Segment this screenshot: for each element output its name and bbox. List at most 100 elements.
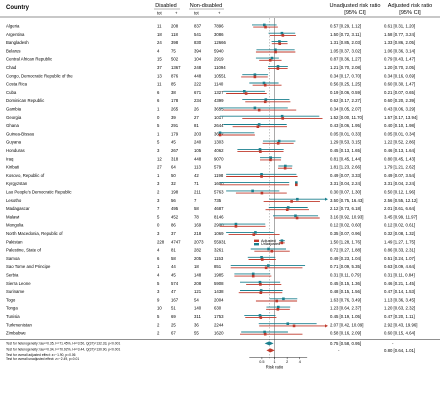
unadjusted-point <box>280 114 284 118</box>
row-disabled-plus: 398 <box>171 40 179 45</box>
row-disabled-plus: 38 <box>171 90 176 95</box>
row-non-disabled-tot: 55 <box>194 331 199 336</box>
row-disabled-tot: 0 <box>157 115 160 120</box>
row-adjusted-value: 2.01 [0.61, 6.64] <box>384 206 415 211</box>
row-disabled-plus: 86 <box>171 223 176 228</box>
row-non-disabled-plus: 5763 <box>214 190 224 195</box>
row-adjusted-value: 1.20 [0.63, 2.32] <box>384 306 415 311</box>
adjusted-point <box>268 59 272 62</box>
row-non-disabled-tot: 211 <box>194 190 201 195</box>
row-adjusted-value: 0.46 [0.21, 1.45] <box>384 281 415 286</box>
row-adjusted-value: 1.20 [0.70, 2.05] <box>384 65 415 70</box>
row-unadjusted-value: 0.19 [0.06, 0.59] <box>330 90 361 95</box>
row-non-disabled-plus: 2919 <box>214 57 224 62</box>
row-disabled-tot: 4 <box>157 273 160 278</box>
row-disabled-tot: 7 <box>157 206 160 211</box>
unadjusted-point <box>277 139 281 143</box>
unadjusted-point <box>278 40 281 43</box>
row-disabled-plus: 265 <box>171 107 179 112</box>
row-disabled-tot: 4 <box>157 248 160 253</box>
unadjusted-point <box>282 297 285 301</box>
row-country: Serbia <box>6 273 19 278</box>
row-adjusted-value: 1.79 [1.21, 2.62] <box>384 165 415 170</box>
row-non-disabled-plus: 4399 <box>214 98 224 103</box>
row-disabled-tot: 5 <box>157 123 160 128</box>
row-adjusted-value: 1.13 [0.36, 3.45] <box>384 297 415 302</box>
unadjusted-point <box>253 106 257 110</box>
row-country: Lao People's Democratic Republic <box>6 190 72 195</box>
row-disabled-plus: 50 <box>171 173 176 178</box>
row-adjusted-value: 0.79 [0.43, 1.47] <box>384 57 415 62</box>
unadjusted-point <box>270 56 274 60</box>
row-country: Malawi <box>6 214 19 219</box>
row-unadjusted-value: 1.52 [0.00, 11.70] <box>330 115 363 120</box>
row-non-disabled-plus: 3655 <box>214 107 224 112</box>
row-non-disabled-plus: 1327 <box>214 90 224 95</box>
adjusted-point <box>269 158 272 162</box>
legend-unadjusted-swatch <box>254 243 259 246</box>
header-adjusted: Adjusted risk ratio <box>388 3 432 9</box>
x-axis-tick-label: 4 <box>299 360 301 364</box>
header-unadjusted-ci: [95% CI] <box>344 10 366 16</box>
header-adjusted-ci: [95% CI] <box>399 10 421 16</box>
row-adjusted-value: 1.22 [0.52, 2.86] <box>384 140 415 145</box>
pooled-adjusted-diamond <box>266 348 275 353</box>
row-unadjusted-value: 0.62 [0.17, 2.27] <box>330 98 361 103</box>
row-adjusted-value: 1.06 [0.36, 3.14] <box>384 48 415 53</box>
unadjusted-point <box>269 156 272 159</box>
pooled-adjusted-label: Test for heterogeneity: tau²=0.34, I²=70… <box>6 347 120 351</box>
row-unadjusted-value: 1.50 [0.72, 3.11] <box>330 32 361 37</box>
row-non-disabled-tot: 148 <box>194 273 202 278</box>
row-country: Palestine, State of <box>6 248 42 253</box>
row-disabled-tot: 4 <box>157 48 160 53</box>
row-non-disabled-tot: 58 <box>194 206 199 211</box>
adjusted-point <box>260 258 264 261</box>
row-non-disabled-tot: 311 <box>194 314 201 319</box>
unadjusted-point <box>295 181 298 184</box>
row-disabled-tot: 5 <box>157 314 160 319</box>
adjusted-point <box>276 308 280 311</box>
unadjusted-point <box>266 264 270 267</box>
adjusted-point <box>263 332 267 336</box>
row-unadjusted-value: 0.49 [0.07, 3.33] <box>330 173 361 178</box>
row-disabled-plus: 44 <box>171 264 176 269</box>
adjusted-point <box>259 291 263 294</box>
row-unadjusted-value: 0.34 [0.17, 0.70] <box>330 73 361 78</box>
unadjusted-point <box>260 256 263 259</box>
row-disabled-tot: 5 <box>157 214 160 219</box>
row-non-disabled-plus: 55931 <box>214 239 227 244</box>
row-adjusted-value: 0.86 [0.33, 2.31] <box>384 248 415 253</box>
adjusted-point <box>256 125 260 128</box>
row-non-disabled-tot: 105 <box>194 148 202 153</box>
row-country: Kiribati <box>6 165 19 170</box>
row-non-disabled-tot: 671 <box>194 90 202 95</box>
row-disabled-plus: 39 <box>171 115 176 120</box>
row-country: Belarus <box>6 48 21 53</box>
row-unadjusted-value: 2.12 [0.73, 6.18] <box>330 206 361 211</box>
row-disabled-plus: 198 <box>171 190 179 195</box>
row-disabled-tot: 228 <box>157 239 165 244</box>
row-country: Turkmenistan <box>6 322 32 327</box>
row-adjusted-value: 0.47 [0.14, 1.53] <box>384 289 415 294</box>
adjusted-point <box>218 133 222 137</box>
row-disabled-plus: 118 <box>171 32 178 37</box>
row-country: Central African Republic <box>6 57 53 62</box>
adjusted-point <box>252 233 256 236</box>
row-non-disabled-plus: 1153 <box>214 256 224 261</box>
row-disabled-plus: 67 <box>171 331 176 336</box>
unadjusted-point <box>258 148 262 151</box>
row-non-disabled-tot: 218 <box>194 231 202 236</box>
row-unadjusted-value: 0.57 [0.29, 1.12] <box>330 24 361 29</box>
row-adjusted-value: 0.80 [0.45, 1.43] <box>384 156 415 161</box>
header-non-disabled-tot: tot <box>194 11 199 16</box>
row-country: Kyrgyzstan <box>6 181 28 186</box>
unadjusted-point <box>286 206 290 209</box>
row-adjusted-value: 0.21 [0.07, 0.65] <box>384 90 415 95</box>
row-non-disabled-plus: 4687 <box>214 206 224 211</box>
row-country: Ghana <box>6 123 20 128</box>
adjusted-point <box>244 92 248 95</box>
row-non-disabled-plus: 2900 <box>214 223 224 228</box>
unadjusted-point <box>276 65 280 68</box>
row-non-disabled-tot: 18 <box>194 264 199 269</box>
